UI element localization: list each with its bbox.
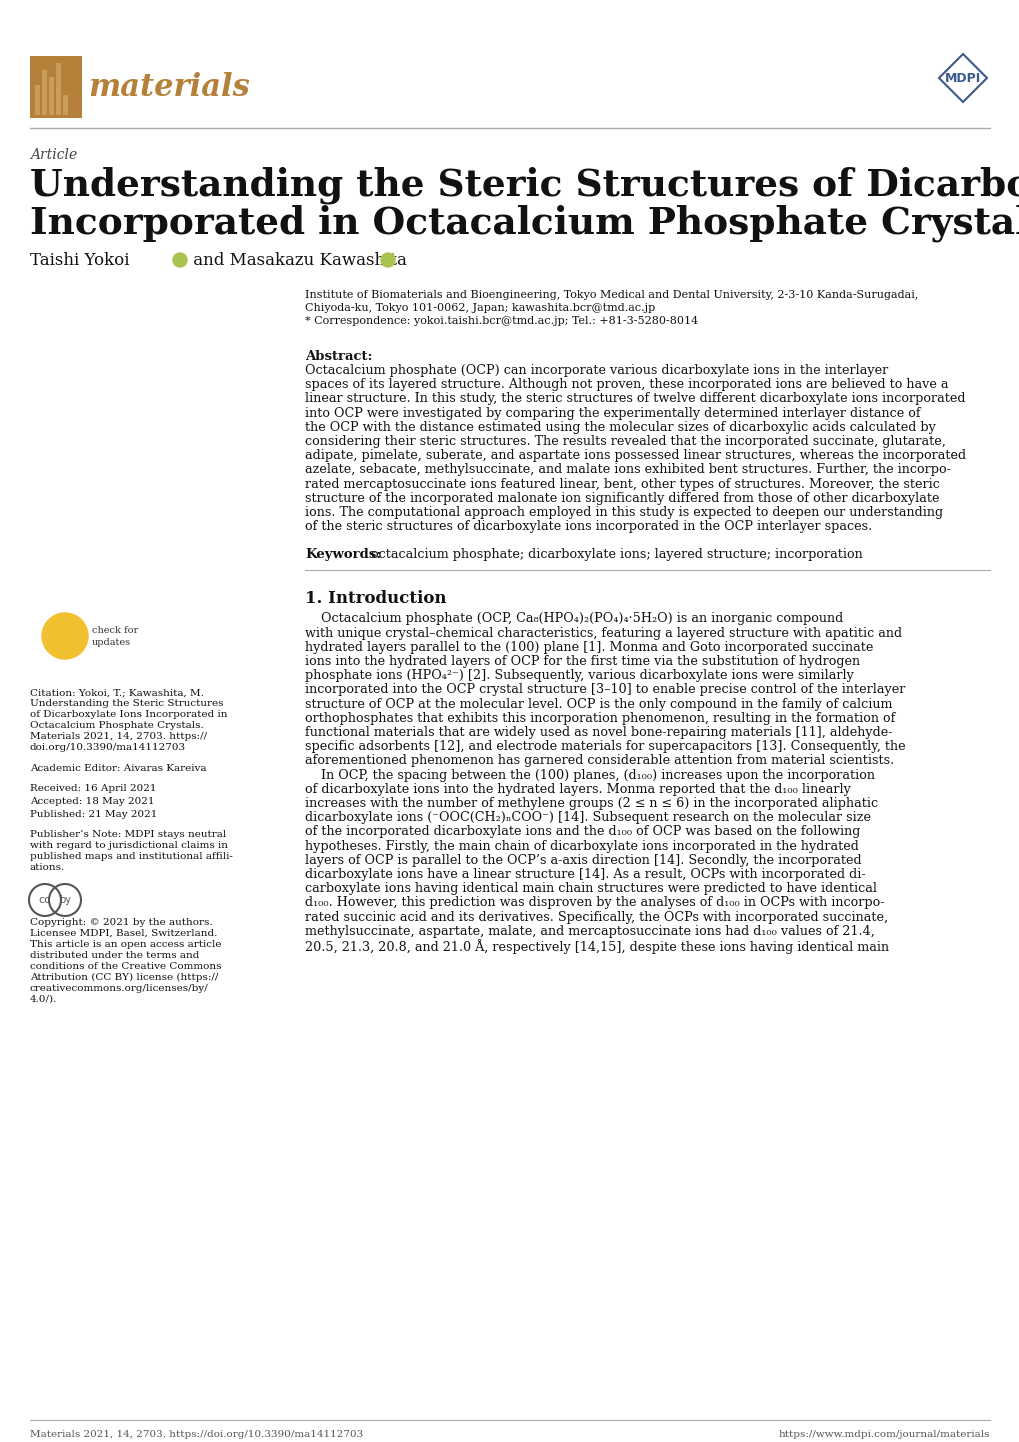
Text: of the incorporated dicarboxylate ions and the d₁₀₀ of OCP was based on the foll: of the incorporated dicarboxylate ions a…	[305, 825, 860, 838]
Text: Materials 2021, 14, 2703. https://doi.org/10.3390/ma14112703: Materials 2021, 14, 2703. https://doi.or…	[30, 1430, 363, 1439]
Text: conditions of the Creative Commons: conditions of the Creative Commons	[30, 962, 221, 970]
Text: dicarboxylate ions (⁻OOC(CH₂)ₙCOO⁻) [14]. Subsequent research on the molecular s: dicarboxylate ions (⁻OOC(CH₂)ₙCOO⁻) [14]…	[305, 812, 870, 825]
Text: methylsuccinate, aspartate, malate, and mercaptosuccinate ions had d₁₀₀ values o: methylsuccinate, aspartate, malate, and …	[305, 924, 874, 937]
Text: Incorporated in Octacalcium Phosphate Crystals: Incorporated in Octacalcium Phosphate Cr…	[30, 203, 1019, 241]
Text: MDPI: MDPI	[944, 72, 980, 85]
Text: Article: Article	[30, 149, 77, 162]
Text: with unique crystal–chemical characteristics, featuring a layered structure with: with unique crystal–chemical characteris…	[305, 627, 901, 640]
Text: incorporated into the OCP crystal structure [3–10] to enable precise control of : incorporated into the OCP crystal struct…	[305, 684, 905, 696]
Text: aforementioned phenomenon has garnered considerable attention from material scie: aforementioned phenomenon has garnered c…	[305, 754, 894, 767]
Text: hypotheses. Firstly, the main chain of dicarboxylate ions incorporated in the hy: hypotheses. Firstly, the main chain of d…	[305, 839, 858, 852]
Text: distributed under the terms and: distributed under the terms and	[30, 952, 199, 960]
Text: Received: 16 April 2021: Received: 16 April 2021	[30, 784, 156, 793]
Text: 1. Introduction: 1. Introduction	[305, 590, 446, 607]
Circle shape	[381, 252, 394, 267]
Text: Attribution (CC BY) license (https://: Attribution (CC BY) license (https://	[30, 973, 218, 982]
Text: Understanding the Steric Structures of Dicarboxylate Ions: Understanding the Steric Structures of D…	[30, 167, 1019, 205]
Text: structure of the incorporated malonate ion significantly differed from those of : structure of the incorporated malonate i…	[305, 492, 938, 505]
Text: Accepted: 18 May 2021: Accepted: 18 May 2021	[30, 797, 154, 806]
Text: into OCP were investigated by comparing the experimentally determined interlayer: into OCP were investigated by comparing …	[305, 407, 920, 420]
Text: Keywords:: Keywords:	[305, 548, 381, 561]
Text: Taishi Yokoi: Taishi Yokoi	[30, 252, 135, 270]
Text: * Correspondence: yokoi.taishi.bcr@tmd.ac.jp; Tel.: +81-3-5280-8014: * Correspondence: yokoi.taishi.bcr@tmd.a…	[305, 316, 698, 326]
Text: d₁₀₀. However, this prediction was disproven by the analyses of d₁₀₀ in OCPs wit: d₁₀₀. However, this prediction was dispr…	[305, 897, 883, 910]
Bar	[42, 71, 47, 115]
Text: spaces of its layered structure. Although not proven, these incorporated ions ar: spaces of its layered structure. Althoug…	[305, 378, 948, 391]
Text: Abstract:: Abstract:	[305, 350, 372, 363]
Text: cc: cc	[39, 895, 51, 906]
Text: structure of OCP at the molecular level. OCP is the only compound in the family : structure of OCP at the molecular level.…	[305, 698, 892, 711]
Text: Citation: Yokoi, T.; Kawashita, M.: Citation: Yokoi, T.; Kawashita, M.	[30, 688, 204, 696]
Text: carboxylate ions having identical main chain structures were predicted to have i: carboxylate ions having identical main c…	[305, 883, 876, 895]
Text: of dicarboxylate ions into the hydrated layers. Monma reported that the d₁₀₀ lin: of dicarboxylate ions into the hydrated …	[305, 783, 850, 796]
Text: Published: 21 May 2021: Published: 21 May 2021	[30, 810, 157, 819]
Text: Chiyoda-ku, Tokyo 101-0062, Japan; kawashita.bcr@tmd.ac.jp: Chiyoda-ku, Tokyo 101-0062, Japan; kawas…	[305, 303, 654, 313]
Text: of Dicarboxylate Ions Incorporated in: of Dicarboxylate Ions Incorporated in	[30, 709, 227, 720]
Bar	[30, 56, 82, 118]
Text: ations.: ations.	[30, 862, 65, 872]
Text: rated succinic acid and its derivatives. Specifically, the OCPs with incorporate: rated succinic acid and its derivatives.…	[305, 910, 888, 923]
Text: Publisher’s Note: MDPI stays neutral: Publisher’s Note: MDPI stays neutral	[30, 831, 226, 839]
Text: phosphate ions (HPO₄²⁻) [2]. Subsequently, various dicarboxylate ions were simil: phosphate ions (HPO₄²⁻) [2]. Subsequentl…	[305, 669, 853, 682]
Text: Octacalcium phosphate (OCP, Ca₈(HPO₄)₂(PO₄)₄·5H₂O) is an inorganic compound: Octacalcium phosphate (OCP, Ca₈(HPO₄)₂(P…	[305, 613, 843, 626]
Text: linear structure. In this study, the steric structures of twelve different dicar: linear structure. In this study, the ste…	[305, 392, 965, 405]
Text: https://www.mdpi.com/journal/materials: https://www.mdpi.com/journal/materials	[777, 1430, 989, 1439]
Text: published maps and institutional affili-: published maps and institutional affili-	[30, 852, 232, 861]
Text: dicarboxylate ions have a linear structure [14]. As a result, OCPs with incorpor: dicarboxylate ions have a linear structu…	[305, 868, 865, 881]
Text: and Masakazu Kawashita: and Masakazu Kawashita	[187, 252, 412, 270]
Text: ✓: ✓	[57, 632, 72, 649]
Text: with regard to jurisdictional claims in: with regard to jurisdictional claims in	[30, 841, 228, 849]
Text: ions into the hydrated layers of OCP for the first time via the substitution of : ions into the hydrated layers of OCP for…	[305, 655, 859, 668]
Text: considering their steric structures. The results revealed that the incorporated : considering their steric structures. The…	[305, 435, 945, 448]
Text: 20.5, 21.3, 20.8, and 21.0 Å, respectively [14,15], despite these ions having id: 20.5, 21.3, 20.8, and 21.0 Å, respective…	[305, 939, 889, 953]
Text: This article is an open access article: This article is an open access article	[30, 940, 221, 949]
Text: doi.org/10.3390/ma14112703: doi.org/10.3390/ma14112703	[30, 743, 185, 751]
Text: functional materials that are widely used as novel bone-repairing materials [11]: functional materials that are widely use…	[305, 725, 892, 738]
Text: ★: ★	[176, 257, 183, 262]
Text: increases with the number of methylene groups (2 ≤ n ≤ 6) in the incorporated al: increases with the number of methylene g…	[305, 797, 877, 810]
Text: Materials 2021, 14, 2703. https://: Materials 2021, 14, 2703. https://	[30, 733, 207, 741]
Circle shape	[173, 252, 186, 267]
Text: rated mercaptosuccinate ions featured linear, bent, other types of structures. M: rated mercaptosuccinate ions featured li…	[305, 477, 938, 490]
Text: hydrated layers parallel to the (100) plane [1]. Monma and Goto incorporated suc: hydrated layers parallel to the (100) pl…	[305, 640, 872, 653]
Text: by: by	[59, 895, 71, 906]
Text: the OCP with the distance estimated using the molecular sizes of dicarboxylic ac: the OCP with the distance estimated usin…	[305, 421, 935, 434]
Text: Licensee MDPI, Basel, Switzerland.: Licensee MDPI, Basel, Switzerland.	[30, 929, 217, 937]
Text: of the steric structures of dicarboxylate ions incorporated in the OCP interlaye: of the steric structures of dicarboxylat…	[305, 521, 871, 534]
Bar	[56, 63, 61, 115]
Text: Octacalcium Phosphate Crystals.: Octacalcium Phosphate Crystals.	[30, 721, 204, 730]
Text: orthophosphates that exhibits this incorporation phenomenon, resulting in the fo: orthophosphates that exhibits this incor…	[305, 712, 895, 725]
Text: specific adsorbents [12], and electrode materials for supercapacitors [13]. Cons: specific adsorbents [12], and electrode …	[305, 740, 905, 753]
Circle shape	[42, 613, 88, 659]
Text: updates: updates	[92, 637, 131, 647]
Text: materials: materials	[88, 72, 250, 102]
Text: azelate, sebacate, methylsuccinate, and malate ions exhibited bent structures. F: azelate, sebacate, methylsuccinate, and …	[305, 463, 950, 476]
Bar	[49, 76, 54, 115]
Text: Academic Editor: Aivaras Kareiva: Academic Editor: Aivaras Kareiva	[30, 764, 206, 773]
Text: Understanding the Steric Structures: Understanding the Steric Structures	[30, 699, 223, 708]
Text: creativecommons.org/licenses/by/: creativecommons.org/licenses/by/	[30, 983, 209, 994]
Text: adipate, pimelate, suberate, and aspartate ions possessed linear structures, whe: adipate, pimelate, suberate, and asparta…	[305, 450, 965, 463]
Text: Copyright: © 2021 by the authors.: Copyright: © 2021 by the authors.	[30, 919, 212, 927]
Bar	[63, 95, 68, 115]
Text: ions. The computational approach employed in this study is expected to deepen ou: ions. The computational approach employe…	[305, 506, 943, 519]
Bar	[35, 85, 40, 115]
Text: Octacalcium phosphate (OCP) can incorporate various dicarboxylate ions in the in: Octacalcium phosphate (OCP) can incorpor…	[305, 363, 888, 376]
Text: octacalcium phosphate; dicarboxylate ions; layered structure; incorporation: octacalcium phosphate; dicarboxylate ion…	[371, 548, 862, 561]
Text: layers of OCP is parallel to the OCP’s a-axis direction [14]. Secondly, the inco: layers of OCP is parallel to the OCP’s a…	[305, 854, 861, 867]
Text: 4.0/).: 4.0/).	[30, 995, 57, 1004]
Text: check for: check for	[92, 626, 139, 634]
Text: Institute of Biomaterials and Bioengineering, Tokyo Medical and Dental Universit: Institute of Biomaterials and Bioenginee…	[305, 290, 917, 300]
Text: In OCP, the spacing between the (100) planes, (d₁₀₀) increases upon the incorpor: In OCP, the spacing between the (100) pl…	[305, 769, 874, 782]
